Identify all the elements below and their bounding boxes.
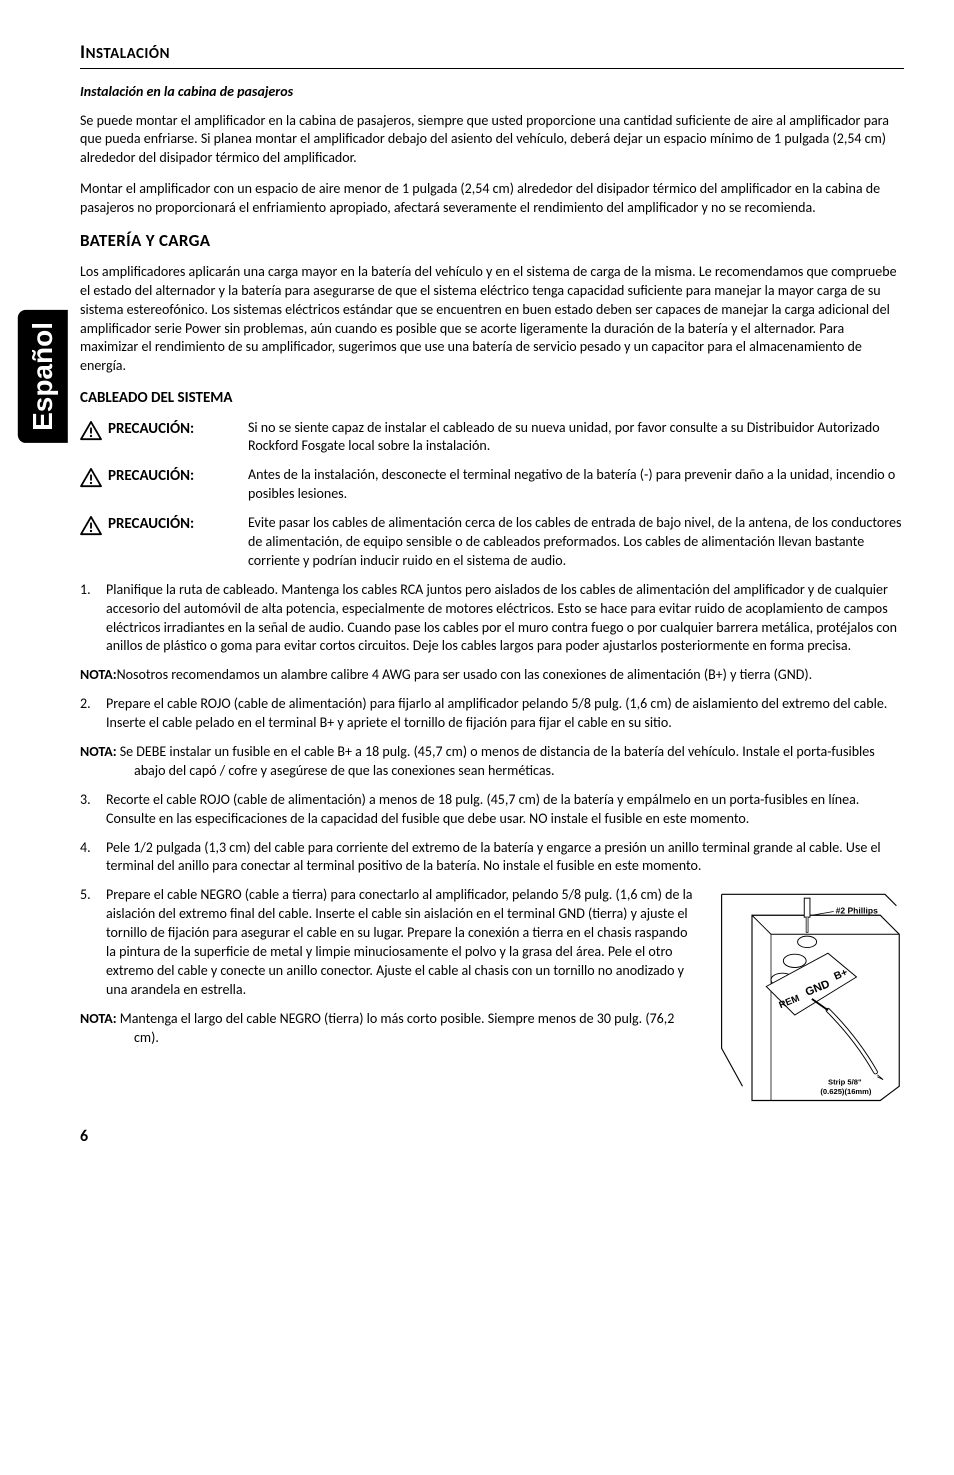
warning-icon [80, 516, 102, 536]
title-rest: NSTALACIÓN [86, 45, 170, 63]
battery-paragraph: Los amplificadores aplicarán una carga m… [80, 263, 904, 376]
caution-label: PRECAUCIÓN: [108, 419, 238, 439]
terminal-diagram: #2 Phillips REM GND B+ Strip 5/8" (0.625… [714, 886, 904, 1112]
caution-text-2: Antes de la instalación, desconecte el t… [248, 466, 904, 504]
warning-icon [80, 421, 102, 441]
install-subheading: Instalación en la cabina de pasajeros [80, 83, 904, 102]
step-3: Recorte el cable ROJO (cable de alimenta… [80, 791, 904, 829]
caution-text-1: Si no se siente capaz de instalar el cab… [248, 419, 904, 457]
page-number: 6 [80, 1126, 904, 1148]
steps-list-5: Prepare el cable NEGRO (cable a tierra) … [80, 886, 700, 999]
steps-list: Planifique la ruta de cableado. Mantenga… [80, 581, 904, 657]
warning-icon [80, 468, 102, 488]
caution-row-1: PRECAUCIÓN: Si no se siente capaz de ins… [80, 419, 904, 457]
install-paragraph-1: Se puede montar el amplificador en la ca… [80, 112, 904, 169]
language-tab: Español [18, 310, 68, 443]
caution-label: PRECAUCIÓN: [108, 466, 238, 486]
step-2: Prepare el cable ROJO (cable de alimenta… [80, 695, 904, 733]
nota-2-text: Se DEBE instalar un fusible en el cable … [120, 743, 875, 779]
nota-2: NOTA: Se DEBE instalar un fusible en el … [80, 743, 904, 781]
strip-label-1: Strip 5/8" [828, 1078, 862, 1087]
install-paragraph-2: Montar el amplificador con un espacio de… [80, 180, 904, 218]
section-title: INSTALACIÓN [80, 40, 904, 69]
nota-3-text: Mantenga el largo del cable NEGRO (tierr… [120, 1010, 675, 1046]
caution-label: PRECAUCIÓN: [108, 514, 238, 534]
strip-label-2: (0.625)(16mm) [820, 1087, 872, 1096]
battery-heading: BATERÍA Y CARGA [80, 230, 904, 253]
phillips-label: #2 Phillips [836, 906, 879, 916]
steps-list-2: Prepare el cable ROJO (cable de alimenta… [80, 695, 904, 733]
nota-3: NOTA: Mantenga el largo del cable NEGRO … [80, 1010, 700, 1048]
caution-row-3: PRECAUCIÓN: Evite pasar los cables de al… [80, 514, 904, 571]
nota-1-text: Nosotros recomendamos un alambre calibre… [117, 666, 813, 683]
step-4: Pele 1/2 pulgada (1,3 cm) del cable para… [80, 839, 904, 877]
wiring-heading: CABLEADO DEL SISTEMA [80, 388, 904, 408]
steps-list-3: Recorte el cable ROJO (cable de alimenta… [80, 791, 904, 877]
nota-label: NOTA: [80, 666, 117, 683]
caution-row-2: PRECAUCIÓN: Antes de la instalación, des… [80, 466, 904, 504]
step-5: Prepare el cable NEGRO (cable a tierra) … [80, 886, 700, 999]
caution-text-3: Evite pasar los cables de alimentación c… [248, 514, 904, 571]
nota-label: NOTA: [80, 743, 117, 760]
nota-label: NOTA: [80, 1010, 117, 1027]
step-1: Planifique la ruta de cableado. Mantenga… [80, 581, 904, 657]
nota-1: NOTA:Nosotros recomendamos un alambre ca… [80, 666, 904, 685]
